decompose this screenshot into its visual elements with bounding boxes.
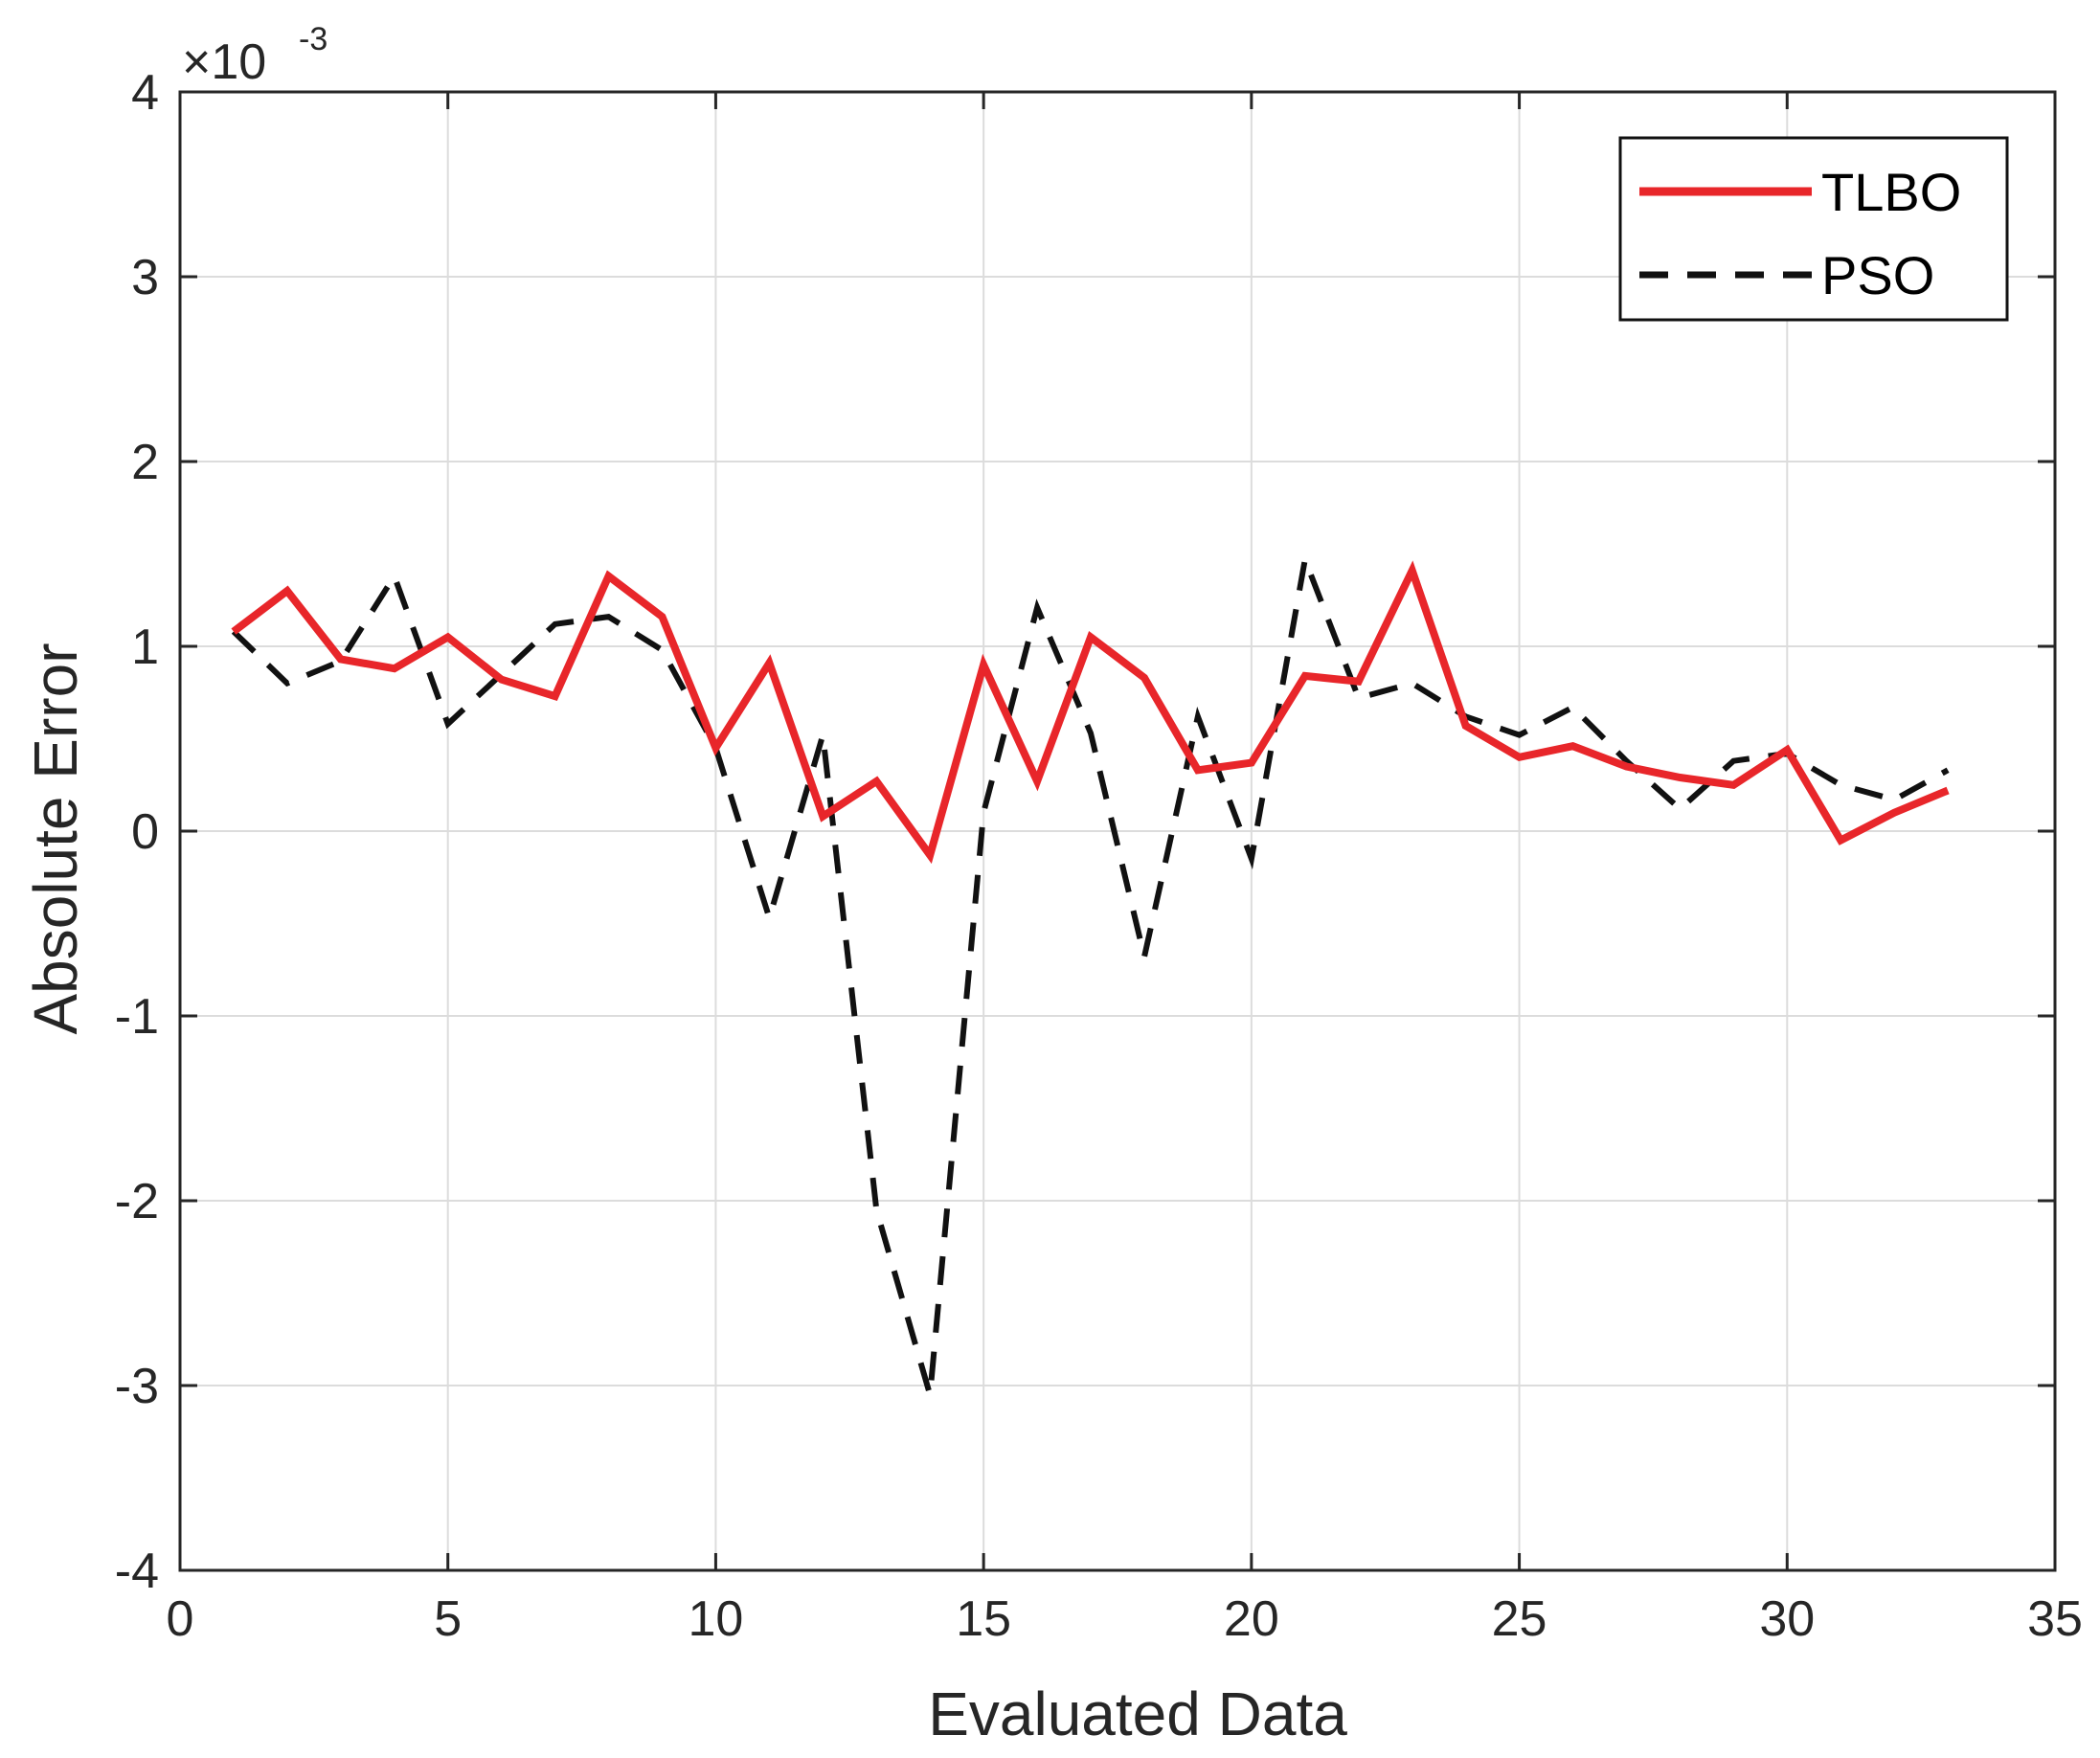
y-tick-label: 3 xyxy=(131,250,159,305)
x-tick-label: 5 xyxy=(434,1591,462,1647)
series-line-tlbo xyxy=(231,560,1950,865)
x-tick-label: 35 xyxy=(2027,1591,2083,1647)
axis-ticks: 0 5 10 15 20 25 30 35 -4 -3 -2 -1 0 1 2 3 4 xyxy=(115,65,2083,1647)
x-tick-label: 20 xyxy=(1224,1591,1279,1647)
x-tick-label: 0 xyxy=(167,1591,194,1647)
legend: TLBO PSO xyxy=(1618,136,2009,322)
x-tick-label: 25 xyxy=(1492,1591,1547,1647)
x-axis-title: Evaluated Data xyxy=(928,1679,1347,1748)
y-tick-label: 4 xyxy=(131,65,159,121)
series-line-pso xyxy=(231,549,1950,1396)
x-tick-label: 10 xyxy=(689,1591,744,1647)
y-tick-label: 1 xyxy=(131,620,159,675)
y-tick-label: -4 xyxy=(115,1544,159,1599)
legend-label-pso: PSO xyxy=(1821,245,1934,305)
x-tick-label: 15 xyxy=(956,1591,1011,1647)
series-lines xyxy=(231,549,1950,1396)
y-tick-label: -2 xyxy=(115,1174,159,1229)
y-exponent-base: ×10 xyxy=(182,34,266,90)
y-axis-title: Absolute Error xyxy=(21,642,90,1034)
y-tick-label: -3 xyxy=(115,1359,159,1414)
legend-label-tlbo: TLBO xyxy=(1821,162,1961,222)
y-tick-label: -1 xyxy=(115,989,159,1045)
y-tick-label: 2 xyxy=(131,435,159,490)
y-exponent-power: -3 xyxy=(299,21,327,57)
y-axis-exponent: ×10 -3 xyxy=(182,21,327,90)
legend-box xyxy=(1618,136,2009,322)
y-tick-label: 0 xyxy=(131,804,159,860)
x-tick-label: 30 xyxy=(1759,1591,1815,1647)
